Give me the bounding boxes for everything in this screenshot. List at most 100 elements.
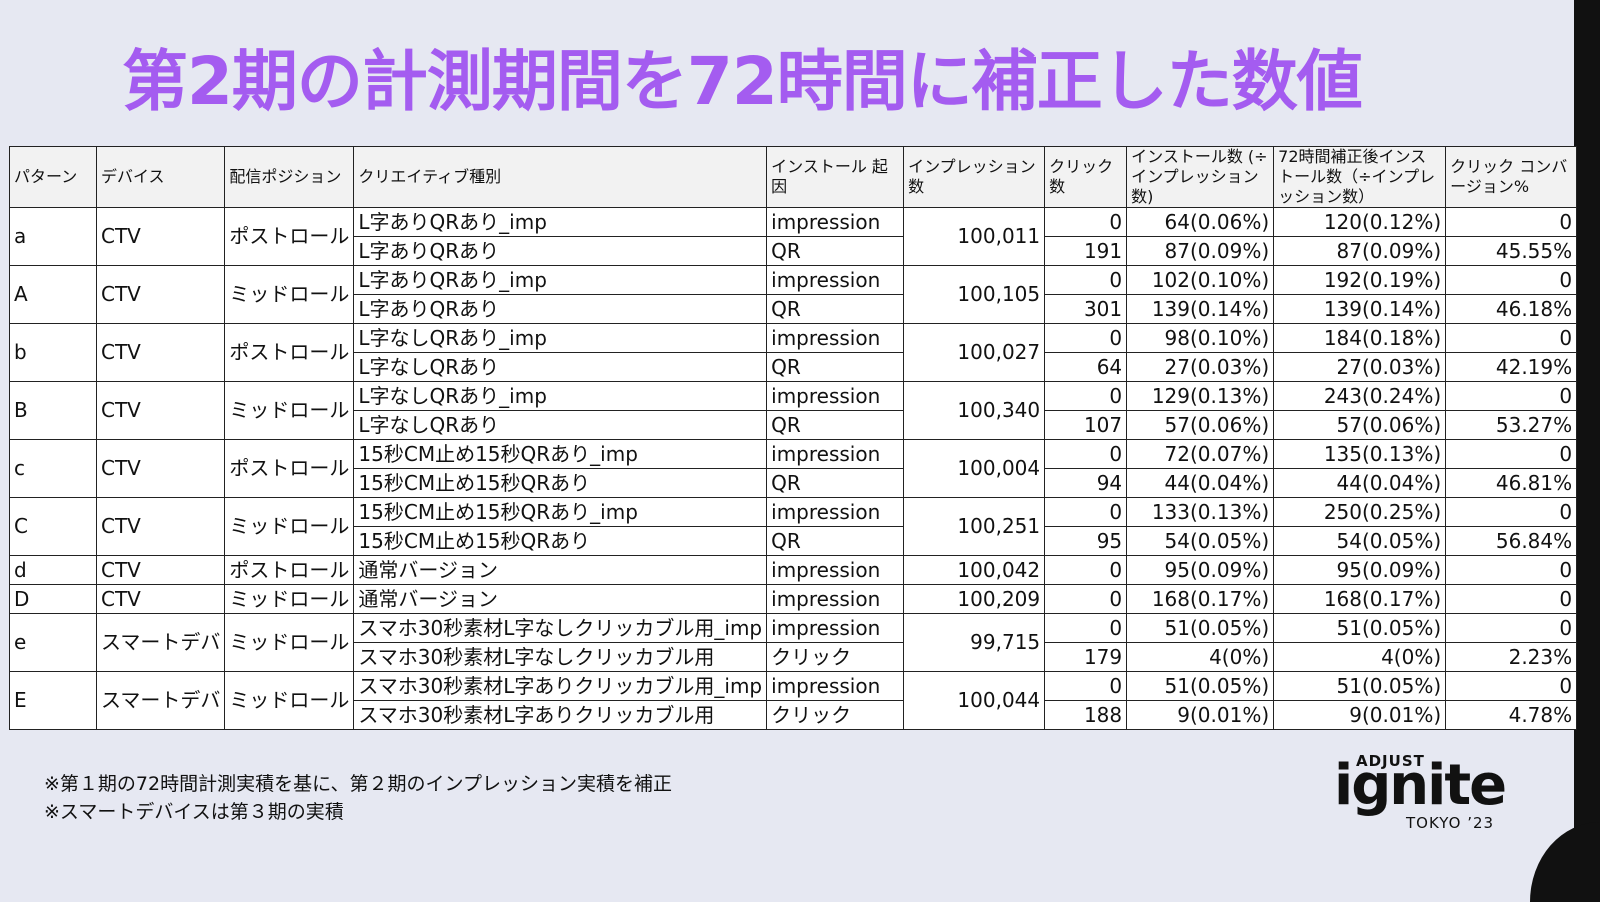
cell-impressions: 100,004 <box>903 439 1046 498</box>
cell-install-cause: QR <box>766 236 905 266</box>
cell-install-cause: impression <box>766 497 905 527</box>
cell-pattern: a <box>9 207 97 266</box>
cell-creative: L字ありQRあり_imp <box>353 207 768 237</box>
cell-pattern: B <box>9 381 97 440</box>
header-install-cause: インストール 起因 <box>766 146 905 208</box>
cell-clicks: 0 <box>1044 439 1128 469</box>
header-adjusted-installs: 72時間補正後インストール数（÷インプレッション数） <box>1273 146 1447 208</box>
cell-device: CTV <box>95 323 226 382</box>
cell-installs: 54(0.05%) <box>1126 526 1275 556</box>
cell-install-cause: QR <box>766 526 905 556</box>
cell-pattern: e <box>9 613 97 672</box>
cell-click-conversion: 0 <box>1445 613 1578 643</box>
cell-installs: 57(0.06%) <box>1126 410 1275 440</box>
cell-click-conversion: 46.81% <box>1445 468 1578 498</box>
cell-adjusted-installs: 51(0.05%) <box>1273 613 1447 643</box>
cell-install-cause: impression <box>766 323 905 353</box>
cell-install-cause: QR <box>766 294 905 324</box>
cell-clicks: 0 <box>1044 207 1128 237</box>
cell-adjusted-installs: 4(0%) <box>1273 642 1447 672</box>
cell-creative: L字なしQRあり_imp <box>353 323 768 353</box>
cell-click-conversion: 46.18% <box>1445 294 1578 324</box>
header-clicks: クリック数 <box>1044 146 1128 208</box>
cell-adjusted-installs: 54(0.05%) <box>1273 526 1447 556</box>
cell-position: ミッドロール <box>224 381 355 440</box>
cell-creative: L字なしQRあり_imp <box>353 381 768 411</box>
table-row: スマホ30秒素材L字なしクリッカブル用 クリック 179 4(0%) 4(0%) 2.23… <box>10 642 1578 672</box>
table-body: a CTV ポストロール L字ありQRあり_imp impression 100,011 0… <box>9 207 1578 730</box>
table-row: C CTV ミッドロール 15秒CM止め15秒QRあり_imp impression 10… <box>9 497 1578 556</box>
cell-creative: 通常バージョン <box>353 584 768 614</box>
logo-ignite-text: ignite <box>1334 753 1507 818</box>
table-row: c CTV ポストロール 15秒CM止め15秒QRあり_imp impression 10… <box>9 439 1578 498</box>
table-row: d CTV ポストロール 通常バージョン impression 100,042 0 95(0.… <box>9 555 1578 585</box>
cell-creative: スマホ30秒素材L字ありクリッカブル用_imp <box>353 671 768 701</box>
cell-clicks: 301 <box>1044 294 1128 324</box>
cell-adjusted-installs: 120(0.12%) <box>1273 207 1447 237</box>
header-device: デバイス <box>95 146 226 208</box>
cell-position: ミッドロール <box>224 613 355 672</box>
cell-installs: 72(0.07%) <box>1126 439 1275 469</box>
cell-clicks: 107 <box>1044 410 1128 440</box>
cell-installs: 87(0.09%) <box>1126 236 1275 266</box>
cell-pattern: E <box>9 671 97 730</box>
cell-click-conversion: 0 <box>1445 671 1578 701</box>
cell-impressions: 100,044 <box>903 671 1046 730</box>
cell-creative: 15秒CM止め15秒QRあり <box>353 526 768 556</box>
cell-installs: 133(0.13%) <box>1126 497 1275 527</box>
page-title: 第2期の計測期間を72時間に補正した数値 <box>122 43 1363 120</box>
cell-click-conversion: 56.84% <box>1445 526 1578 556</box>
cell-position: ミッドロール <box>224 584 355 614</box>
table-header-row: パターン デバイス 配信ポジション クリエイティブ種別 インストール 起因 イン… <box>9 146 1578 208</box>
cell-adjusted-installs: 95(0.09%) <box>1273 555 1447 585</box>
cell-impressions: 100,105 <box>903 265 1046 324</box>
cell-click-conversion: 0 <box>1445 584 1578 614</box>
cell-click-conversion: 0 <box>1445 265 1578 295</box>
table-row: 15秒CM止め15秒QRあり QR 95 54(0.05%) 54(0.05%) 56.8… <box>10 526 1578 556</box>
table-row: D CTV ミッドロール 通常バージョン impression 100,209 0 168(0… <box>9 584 1578 614</box>
table-row: E スマートデバ ミッドロール スマホ30秒素材L字ありクリッカブル用_imp impr… <box>9 671 1578 730</box>
cell-install-cause: QR <box>766 468 905 498</box>
cell-adjusted-installs: 27(0.03%) <box>1273 352 1447 382</box>
cell-creative: スマホ30秒素材L字なしクリッカブル用_imp <box>353 613 768 643</box>
table-row: e スマートデバ ミッドロール スマホ30秒素材L字なしクリッカブル用_imp impr… <box>9 613 1578 672</box>
cell-adjusted-installs: 168(0.17%) <box>1273 584 1447 614</box>
table-row: L字なしQRあり QR 64 27(0.03%) 27(0.03%) 42.19% <box>10 352 1578 382</box>
cell-installs: 4(0%) <box>1126 642 1275 672</box>
footnote: ※スマートデバイスは第３期の実積 <box>44 801 344 823</box>
header-pattern: パターン <box>9 146 97 208</box>
cell-installs: 95(0.09%) <box>1126 555 1275 585</box>
cell-clicks: 0 <box>1044 381 1128 411</box>
cell-installs: 168(0.17%) <box>1126 584 1275 614</box>
cell-click-conversion: 2.23% <box>1445 642 1578 672</box>
cell-click-conversion: 53.27% <box>1445 410 1578 440</box>
cell-device: CTV <box>95 265 226 324</box>
cell-position: ポストロール <box>224 207 355 266</box>
cell-click-conversion: 45.55% <box>1445 236 1578 266</box>
cell-adjusted-installs: 243(0.24%) <box>1273 381 1447 411</box>
cell-position: ミッドロール <box>224 671 355 730</box>
cell-adjusted-installs: 192(0.19%) <box>1273 265 1447 295</box>
cell-creative: L字なしQRあり <box>353 352 768 382</box>
cell-position: ポストロール <box>224 555 355 585</box>
logo-tokyo-text: TOKYO ’23 <box>1406 814 1495 832</box>
cell-install-cause: クリック <box>766 700 905 730</box>
cell-creative: スマホ30秒素材L字なしクリッカブル用 <box>353 642 768 672</box>
header-click-conversion: クリック コンバージョン% <box>1445 146 1578 208</box>
table-row: L字なしQRあり QR 107 57(0.06%) 57(0.06%) 53.27% <box>10 410 1578 440</box>
cell-click-conversion: 0 <box>1445 323 1578 353</box>
cell-clicks: 0 <box>1044 497 1128 527</box>
cell-device: スマートデバ <box>95 613 226 672</box>
cell-position: ミッドロール <box>224 265 355 324</box>
cell-adjusted-installs: 9(0.01%) <box>1273 700 1447 730</box>
cell-installs: 27(0.03%) <box>1126 352 1275 382</box>
cell-install-cause: QR <box>766 410 905 440</box>
cell-clicks: 188 <box>1044 700 1128 730</box>
cell-impressions: 100,209 <box>903 584 1046 614</box>
cell-clicks: 0 <box>1044 613 1128 643</box>
cell-device: CTV <box>95 207 226 266</box>
cell-device: スマートデバ <box>95 671 226 730</box>
cell-installs: 44(0.04%) <box>1126 468 1275 498</box>
cell-click-conversion: 0 <box>1445 497 1578 527</box>
